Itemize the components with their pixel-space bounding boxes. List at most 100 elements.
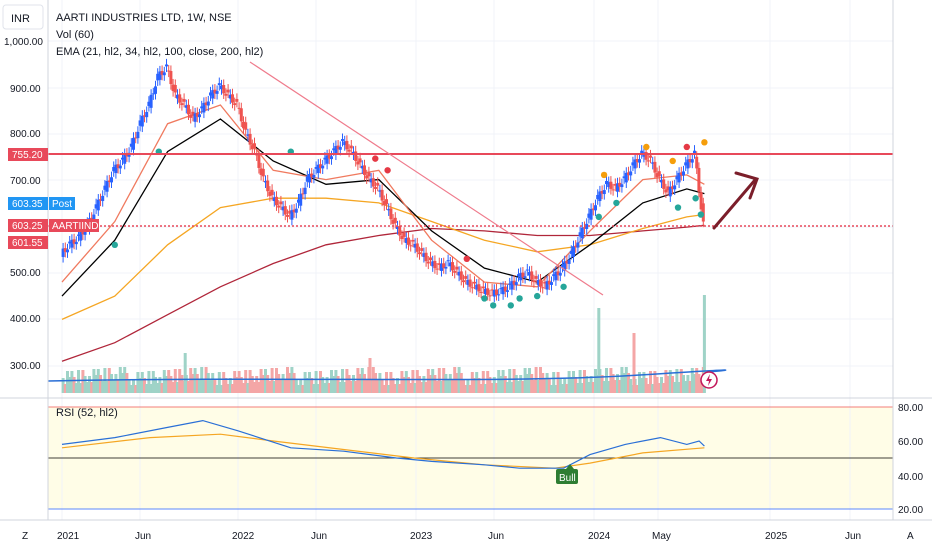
candle-body [277, 205, 281, 208]
volume-bar [110, 374, 113, 393]
candle-body [418, 252, 421, 255]
candle-body [528, 271, 531, 276]
volume-bar [312, 384, 316, 393]
candle-body [228, 94, 232, 99]
candle-body [556, 271, 560, 276]
volume-bar [583, 370, 586, 393]
candle-body [367, 172, 371, 177]
ema-lines [61, 104, 705, 362]
candle-body [624, 172, 628, 183]
time-axis[interactable]: 2021 Jun 2022 Jun 2023 Jun 2024 May 2025… [57, 531, 861, 542]
candle-body [508, 283, 512, 285]
candle-body [565, 260, 569, 264]
pivot-marker [697, 211, 705, 218]
candle-body [365, 175, 369, 179]
candle-body [222, 85, 226, 94]
volume-bar [635, 385, 639, 393]
volume-bar [323, 383, 327, 393]
candle-body [132, 137, 135, 150]
candle-body [182, 98, 186, 102]
candle-body [574, 245, 578, 248]
candle-body [503, 286, 507, 292]
volume-bar [99, 375, 102, 393]
candle-body [530, 271, 534, 280]
candle-body [334, 146, 338, 155]
candle-body [492, 289, 496, 297]
volume-bar [105, 381, 109, 393]
ema-legend[interactable]: EMA (21, hl2, 34, hl2, 100, close, 200, … [56, 46, 263, 58]
rsi-legend[interactable]: RSI (52, hl2) [56, 407, 118, 419]
time-label: 2022 [232, 531, 255, 542]
volume-bar [176, 382, 179, 393]
volume-bar [492, 377, 496, 393]
candle-body [253, 143, 256, 149]
candle-body [99, 199, 102, 201]
candle-body [215, 91, 219, 94]
candle-body [567, 259, 571, 264]
price-tag-601: 601.55 [8, 236, 48, 249]
candle-body [413, 243, 417, 248]
volume-bar [686, 375, 690, 393]
candle-body [187, 104, 190, 115]
volume-bar [336, 376, 340, 393]
volume-bar [121, 373, 124, 393]
volume-bar [699, 380, 703, 393]
svg-text:755.20: 755.20 [12, 150, 43, 161]
time-label: Jun [135, 531, 151, 542]
candle-body [292, 209, 296, 213]
candle-body [371, 178, 375, 187]
time-label: 2024 [588, 531, 611, 542]
zoom-button[interactable]: Z [22, 531, 28, 542]
volume-bar [224, 378, 228, 393]
volume-bar [94, 375, 98, 393]
candle-body [332, 148, 336, 151]
auto-scale-button[interactable]: A [907, 531, 914, 542]
volume-bar [409, 383, 413, 393]
candle-body [605, 180, 608, 185]
volume-bar [81, 370, 85, 393]
candle-body [666, 186, 670, 191]
candle-body [442, 263, 446, 269]
volume-legend[interactable]: Vol (60) [56, 29, 94, 41]
candle-body [576, 242, 580, 248]
candle-body [629, 171, 633, 176]
candle-body [343, 141, 347, 146]
volume-bar [558, 378, 562, 393]
rsi-axis[interactable]: 80.00 60.00 40.00 20.00 [898, 403, 923, 516]
volume-bar [664, 370, 668, 393]
candle-body [382, 201, 386, 206]
svg-text:603.25: 603.25 [12, 221, 43, 232]
volume-bar [281, 374, 285, 393]
candle-body [165, 64, 168, 67]
candle-body [369, 178, 373, 183]
volume-bar [677, 382, 681, 393]
price-tick: 500.00 [10, 268, 41, 279]
candle-body [191, 111, 195, 116]
candle-body [114, 164, 118, 174]
volume-bar [70, 371, 74, 393]
volume-bar [528, 368, 531, 393]
candle-body [435, 268, 439, 270]
lightning-icon[interactable] [700, 371, 718, 389]
volume-bar [611, 374, 615, 393]
candle-body [92, 214, 96, 220]
candle-body [411, 239, 415, 242]
candle-body [589, 208, 593, 220]
candle-body [475, 284, 479, 290]
time-label: Jun [311, 531, 327, 542]
candle-body [123, 154, 127, 164]
currency-button[interactable] [2, 4, 44, 30]
price-tick: 700.00 [10, 176, 41, 187]
volume-bar [160, 383, 164, 393]
pivot-marker [692, 195, 699, 202]
candle-body [145, 112, 149, 118]
volume-bar [217, 372, 221, 393]
volume-bar [437, 368, 441, 393]
candle-body [77, 234, 80, 236]
candle-body [682, 171, 685, 176]
candle-body [616, 183, 619, 192]
candle-body [347, 149, 351, 152]
volume-bar [187, 381, 190, 393]
candle-body [283, 206, 287, 215]
